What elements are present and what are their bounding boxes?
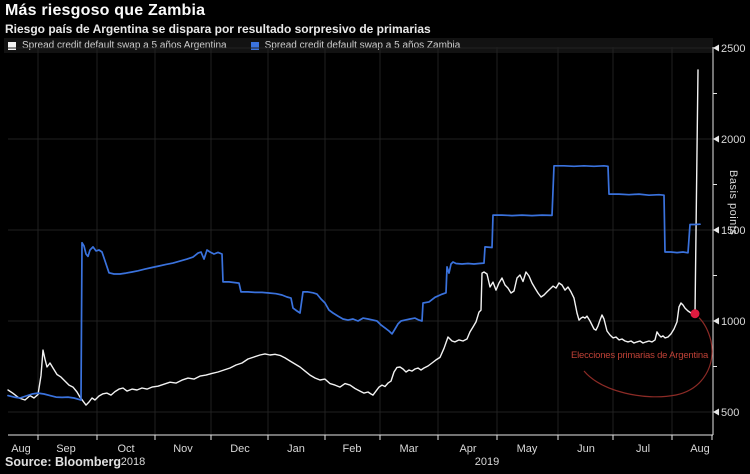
x-year-label: 2018 [121,456,145,468]
annotation-label: Elecciones primarias de Argentina [571,350,709,361]
y-axis-tick-arrow [713,44,719,52]
legend-background-bar [4,38,713,53]
source-label: Source: Bloomberg [5,455,121,469]
y-tick-label: 500 [721,407,739,419]
y-tick-label: 1500 [721,225,745,237]
y-axis-tick-arrow [713,408,719,416]
annotation-arrow-curve [583,317,713,398]
page-subtitle: Riesgo país de Argentina se dispara por … [5,22,431,36]
legend-label-argentina: Spread credit default swap a 5 años Arge… [22,40,227,51]
legend-item-argentina: Spread credit default swap a 5 años Arge… [8,40,227,51]
y-axis-tick-arrow [713,226,719,234]
x-tick-label: Jun [577,443,595,455]
x-tick-label: Nov [173,443,193,455]
y-tick-label: 2500 [721,43,745,55]
x-tick-label: Jan [287,443,305,455]
x-tick-label: Dec [230,443,250,455]
page-title: Más riesgoso que Zambia [5,2,206,19]
chart-legend: Spread credit default swap a 5 años Arge… [8,40,460,51]
event-marker-dot [690,309,700,319]
x-tick-label: Feb [343,443,362,455]
zambia-series-swatch-icon [250,41,259,50]
x-tick-label: Mar [400,443,419,455]
x-tick-label: Apr [459,443,476,455]
y-axis-title: Basis points [727,170,739,236]
y-tick-label: 2000 [721,134,745,146]
argentina-series-swatch-icon [8,41,16,50]
legend-item-zambia: Spread credit default swap a 5 años Zamb… [250,40,461,51]
x-tick-label: Aug [11,443,31,455]
x-tick-label: Jul [636,443,650,455]
legend-label-zambia: Spread credit default swap a 5 años Zamb… [264,40,461,51]
y-axis-tick-arrow [713,317,719,325]
x-year-label: 2019 [475,456,499,468]
argentina-series-line [7,69,699,406]
x-tick-label: Aug [690,443,710,455]
x-tick-label: Oct [117,443,134,455]
y-axis-tick-arrow [713,135,719,143]
zambia-series-line [7,164,701,401]
x-tick-label: Sep [56,443,76,455]
x-tick-label: May [517,443,538,455]
y-tick-label: 1000 [721,316,745,328]
